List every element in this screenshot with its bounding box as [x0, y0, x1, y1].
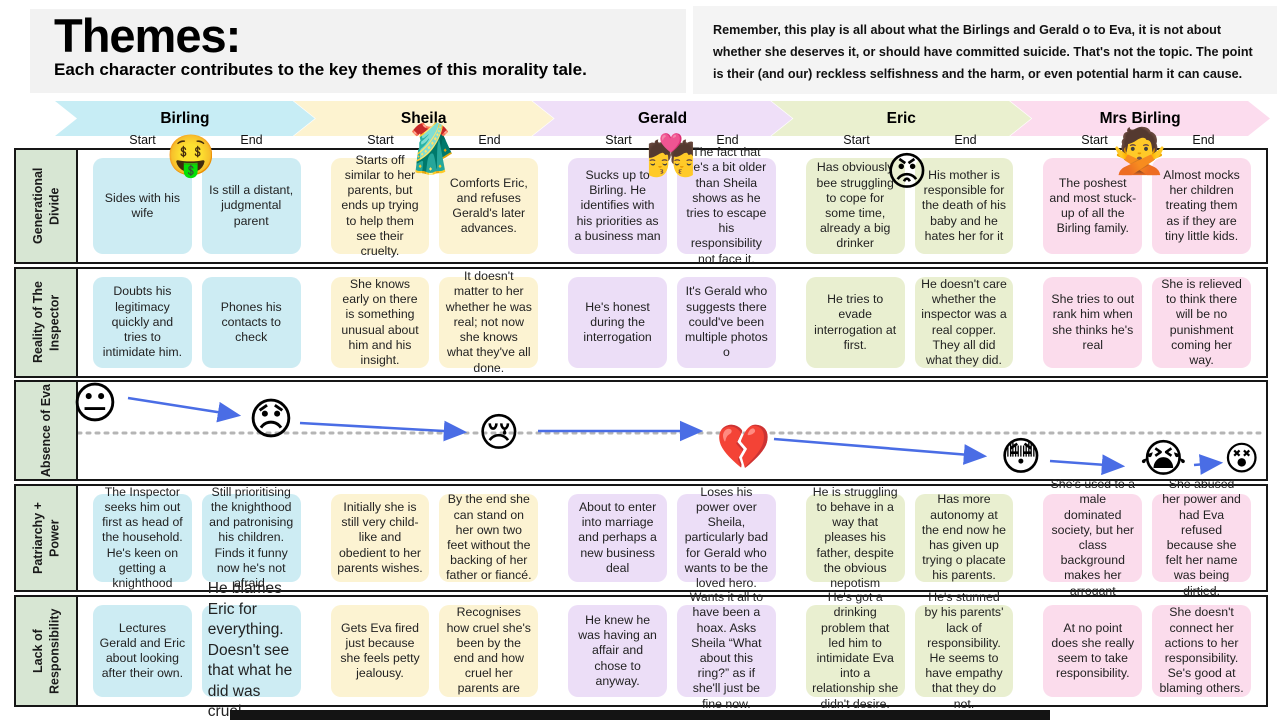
theme-cell-sheila-end: By the end she can stand on her own two …: [439, 492, 539, 582]
end-label: End: [1192, 133, 1215, 147]
theme-cell-sheila-start: Initially she is still very child-like a…: [330, 494, 430, 582]
theme-cell-sheila-start: She knows early on there is something un…: [330, 277, 430, 368]
theme-cell-eric-start: Has obviously bee struggling to cope for…: [805, 158, 905, 254]
theme-row-lack-of-responsibility: Lack of Responsibility Lectures Gerald a…: [14, 580, 1268, 720]
theme-cell-mrs-birling-end: She is relieved to think there will be n…: [1152, 277, 1251, 368]
theme-cell-sheila-end: It doesn't matter to her whether he was …: [439, 269, 539, 375]
character-banner-gerald: Gerald: [533, 101, 793, 136]
theme-cell-mrs-birling-end: She doesn't connect her actions to her r…: [1152, 605, 1251, 697]
theme-cell-birling-end: Still prioritising the knighthood and pa…: [201, 485, 301, 590]
start-end-labels: Start End Start End Start End Start End Star…: [78, 133, 1268, 148]
theme-row-absence-of-eva: Absence of Eva 😐 😞 😢 💔 😳: [14, 380, 1268, 481]
theme-cell-eric-end: His mother is responsible for the death …: [914, 158, 1014, 254]
end-label: End: [954, 133, 977, 147]
theme-cell-birling-end: He blames Eric for everything. Doesn't s…: [201, 580, 301, 720]
theme-cell-eric-start: He is struggling to behave in a way that…: [805, 485, 905, 590]
sobbing-face-emoji: 😭: [1140, 437, 1187, 481]
dizzy-face-emoji: 😵: [1224, 440, 1260, 478]
start-label: Start: [129, 133, 156, 147]
disappointed-face-emoji: 😞: [248, 395, 294, 444]
character-banner-eric: Eric: [771, 101, 1031, 136]
theme-row-patriarchy-power: Patriarchy + Power The Inspector seeks h…: [14, 477, 1268, 598]
theme-row-label: Absence of Eva: [16, 382, 78, 479]
start-label: Start: [1081, 133, 1108, 147]
character-banner-sheila: Sheila: [294, 101, 554, 136]
theme-cell-birling-start: Sides with his wife: [93, 158, 192, 254]
crying-face-emoji: 😢: [478, 411, 520, 455]
theme-row-label: Patriarchy + Power: [16, 486, 78, 590]
theme-cell-gerald-end: It's Gerald who suggests there could've …: [676, 277, 776, 368]
theme-cell-birling-start: Lectures Gerald and Eric about looking a…: [93, 605, 192, 697]
reminder-note: Remember, this play is all about what th…: [693, 6, 1277, 94]
theme-cell-birling-start: The Inspector seeks him out first as hea…: [93, 485, 192, 590]
theme-cell-sheila-start: Gets Eva fired just because she feels pe…: [330, 605, 430, 697]
theme-cell-sheila-end: Recognises how cruel she's been by the e…: [439, 605, 539, 697]
flushed-face-emoji: 😳: [1000, 435, 1042, 479]
bottom-bar: [230, 710, 1050, 720]
theme-cell-mrs-birling-start: The poshest and most stuck-up of all the…: [1043, 158, 1143, 254]
theme-cell-gerald-start: About to enter into marriage and perhaps…: [568, 494, 667, 582]
theme-cell-mrs-birling-end: Almost mocks her children treating them …: [1152, 158, 1251, 254]
theme-cell-gerald-start: Sucks up to Birling. He identifies with …: [568, 158, 667, 254]
theme-cell-mrs-birling-start: She's used to a male dominated society, …: [1043, 477, 1143, 598]
end-label: End: [716, 133, 739, 147]
broken-heart-emoji: 💔: [716, 423, 771, 472]
theme-cell-eric-end: He's stunned by his parents' lack of res…: [914, 590, 1014, 711]
start-label: Start: [367, 133, 394, 147]
theme-cell-birling-end: Phones his contacts to check: [201, 277, 301, 368]
theme-cell-gerald-end: Loses his power over Sheila, particularl…: [676, 485, 776, 590]
theme-cell-gerald-end: Wants it all to have been a hoax. Asks S…: [676, 590, 776, 711]
angry-face-emoji: 😡: [886, 150, 928, 194]
theme-cell-birling-start: Doubts his legitimacy quickly and tries …: [93, 277, 192, 368]
no-gesture-emoji: 🙅: [1112, 127, 1167, 176]
theme-row-label: Reality of The Inspector: [16, 269, 78, 376]
character-header-row: Birling Sheila Gerald Eric Mrs Birling: [55, 101, 1270, 136]
theme-cell-eric-end: Has more autonomy at the end now he has …: [914, 492, 1014, 582]
theme-cell-gerald-start: He knew he was having an affair and chos…: [568, 605, 667, 697]
theme-cell-eric-start: He's got a drinking problem that led him…: [805, 590, 905, 711]
character-banner-birling: Birling: [55, 101, 315, 136]
theme-cell-mrs-birling-start: At no point does she really seem to take…: [1043, 605, 1143, 697]
theme-cell-sheila-start: Starts off similar to her parents, but e…: [330, 153, 430, 258]
title-box: Themes: Each character contributes to th…: [30, 9, 686, 93]
theme-row-label: Generational Divide: [16, 150, 78, 262]
theme-cell-gerald-start: He's honest during the interrogation: [568, 277, 667, 368]
theme-row-generational-divide: Generational Divide Sides with his wife …: [14, 145, 1268, 266]
end-label: End: [240, 133, 263, 147]
start-label: Start: [605, 133, 632, 147]
theme-cell-gerald-end: The fact that he's a bit older than Shei…: [676, 145, 776, 266]
end-label: End: [478, 133, 501, 147]
page-title: Themes:: [54, 9, 241, 62]
theme-cell-eric-end: He doesn't care whether the inspector wa…: [914, 277, 1014, 368]
kiss-emoji: 💏: [646, 134, 696, 178]
theme-row-label: Lack of Responsibility: [16, 597, 78, 705]
neutral-face-emoji: 😐: [72, 379, 118, 428]
theme-cell-birling-end: Is still a distant, judgmental parent: [201, 158, 301, 254]
theme-cell-mrs-birling-start: She tries to out rank him when she think…: [1043, 277, 1143, 368]
character-banner-mrs-birling: Mrs Birling: [1010, 101, 1270, 136]
start-label: Start: [843, 133, 870, 147]
theme-cell-sheila-end: Comforts Eric, and refuses Gerald's late…: [439, 158, 539, 254]
money-face-emoji: 🤑: [166, 134, 216, 178]
theme-cell-mrs-birling-end: She abused her power and had Eva refused…: [1152, 477, 1251, 598]
page-subtitle: Each character contributes to the key th…: [54, 60, 587, 80]
sari-emoji: 🥻: [400, 123, 460, 176]
theme-row-reality-of-inspector: Reality of The Inspector Doubts his legi…: [14, 267, 1268, 378]
theme-cell-eric-start: He tries to evade interrogation at first…: [805, 277, 905, 368]
